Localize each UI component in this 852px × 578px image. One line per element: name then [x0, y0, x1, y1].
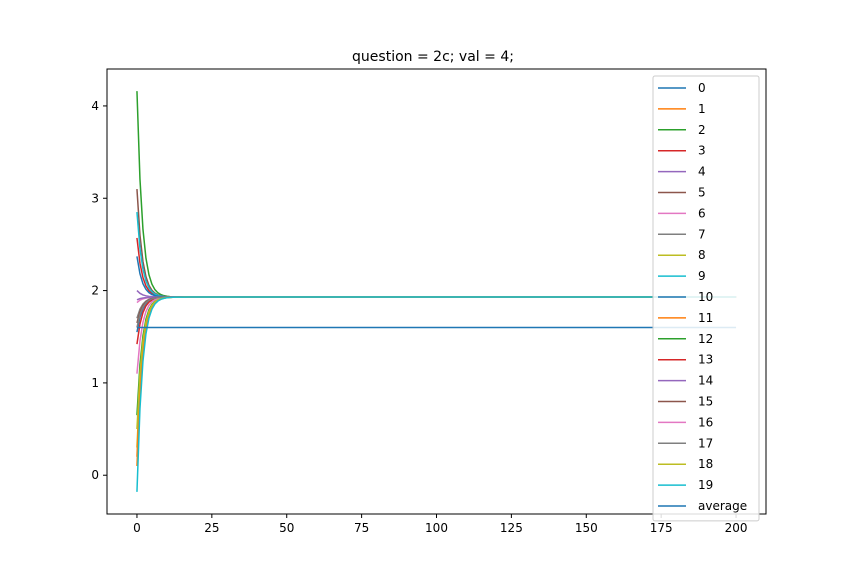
y-tick-label: 3 [91, 191, 99, 205]
series-line-18 [136, 296, 737, 430]
series-line-16 [136, 296, 737, 374]
x-axis: 0 25 50 75 100 125 150 175 200 [133, 514, 747, 535]
series-line-8 [136, 296, 737, 448]
x-tick-label: 150 [575, 521, 598, 535]
legend-label: 12 [698, 332, 713, 346]
x-tick-label: 175 [650, 521, 673, 535]
series-line-17 [136, 296, 737, 328]
series-line-15 [136, 296, 737, 324]
y-tick-label: 1 [91, 376, 99, 390]
legend-label: 14 [698, 374, 713, 388]
y-tick-label: 2 [91, 284, 99, 298]
legend-label: 17 [698, 436, 713, 450]
series-line-1 [136, 296, 737, 467]
x-tick-label: 100 [425, 521, 448, 535]
legend-label: 19 [698, 478, 713, 492]
x-tick-label: 125 [500, 521, 523, 535]
series-line-10 [136, 256, 737, 298]
legend-label: 0 [698, 81, 706, 95]
y-axis: 0 1 2 3 4 [91, 99, 107, 482]
legend-label: 7 [698, 227, 706, 241]
series-line-12 [136, 296, 737, 416]
x-tick-label: 75 [354, 521, 369, 535]
legend-label: 11 [698, 311, 713, 325]
chart-title: question = 2c; val = 4; [352, 49, 514, 65]
legend-label: 4 [698, 165, 706, 179]
series-line-11 [136, 296, 737, 457]
series-line-7 [136, 296, 737, 319]
legend-label: 9 [698, 269, 706, 283]
series-lines [136, 91, 737, 492]
x-tick-label: 50 [279, 521, 294, 535]
series-line-4 [136, 290, 737, 298]
series-line-3 [136, 237, 737, 298]
series-line-2 [136, 91, 737, 298]
legend-label: 2 [698, 123, 706, 137]
series-line-19 [136, 296, 737, 492]
y-tick-label: 4 [91, 99, 99, 113]
x-tick-label: 0 [133, 521, 141, 535]
legend-box [652, 75, 760, 522]
legend-label: average [698, 499, 747, 513]
x-tick-label: 200 [725, 521, 748, 535]
legend-label: 13 [698, 353, 713, 367]
y-tick-label: 0 [91, 468, 99, 482]
series-line-13 [136, 296, 737, 345]
legend-label: 10 [698, 290, 713, 304]
legend-label: 6 [698, 206, 706, 220]
legend-label: 1 [698, 102, 706, 116]
legend-label: 15 [698, 395, 713, 409]
series-line-5 [136, 188, 737, 298]
legend-label: 18 [698, 457, 713, 471]
legend-label: 5 [698, 186, 706, 200]
legend-label: 3 [698, 144, 706, 158]
legend-label: 8 [698, 248, 706, 262]
series-line-9 [136, 212, 737, 298]
series-line-6 [136, 296, 737, 304]
x-tick-label: 25 [204, 521, 219, 535]
legend-label: 16 [698, 415, 713, 429]
